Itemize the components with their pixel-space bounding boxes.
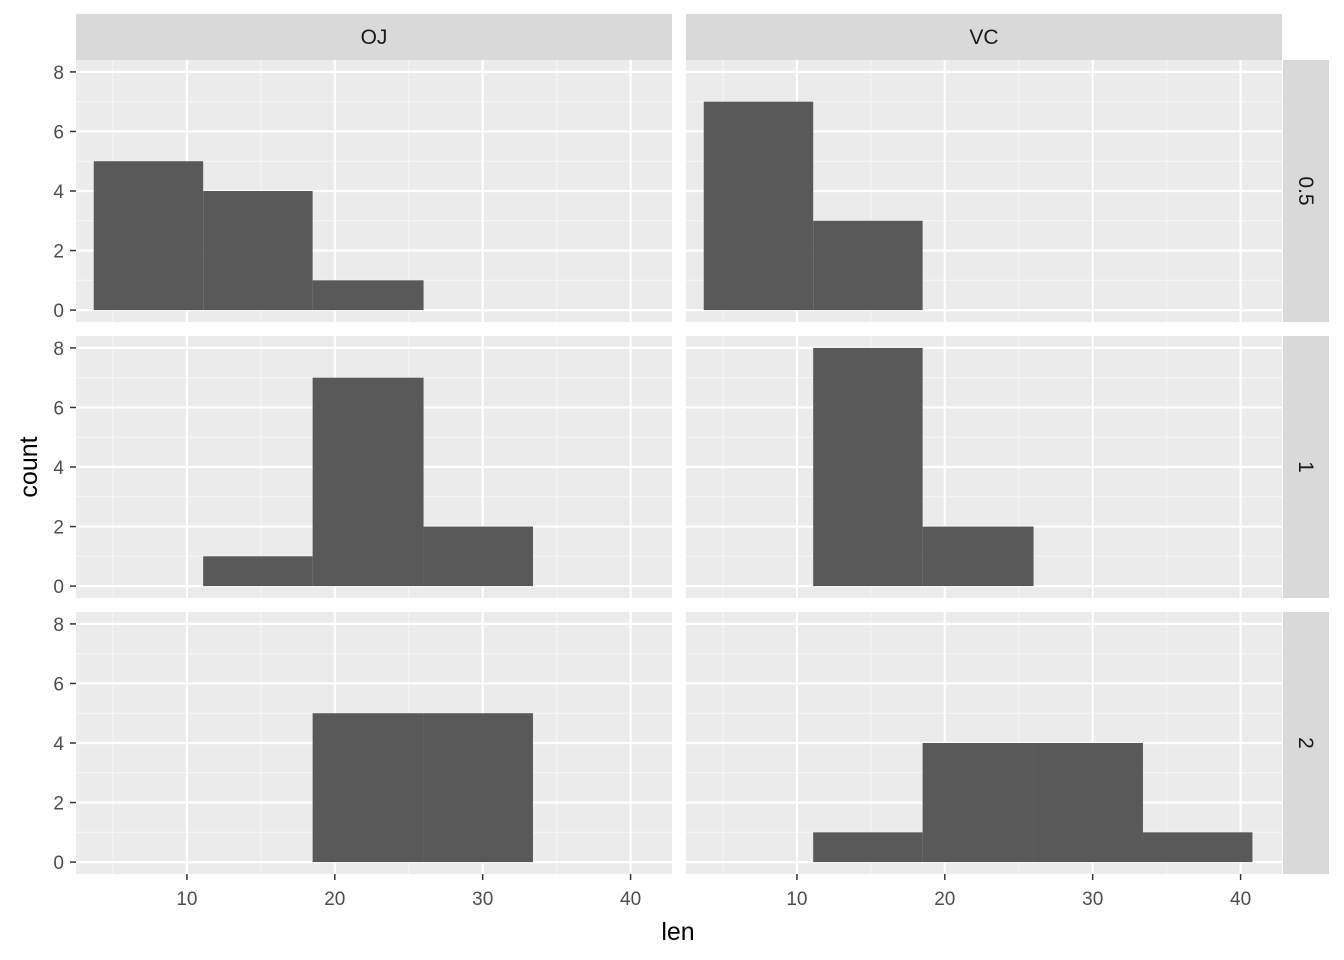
histogram-bar — [423, 713, 533, 863]
x-tick-label: 20 — [324, 889, 345, 910]
panel-oj-0-5 — [76, 60, 672, 322]
facet-row-label: 1 — [1294, 461, 1317, 473]
axes-layer: 0 2 4 6 8 0 2 4 6 8 0 2 4 6 8 10 20 30 40 10 20 30 40 — [53, 63, 1251, 910]
y-tick-label: 0 — [53, 301, 64, 322]
histogram-bar — [1033, 743, 1143, 863]
y-tick-label: 2 — [53, 518, 64, 539]
y-tick-label: 8 — [53, 63, 64, 84]
histogram-bar — [203, 191, 313, 311]
y-tick-label: 6 — [53, 122, 64, 143]
y-tick-label: 2 — [53, 242, 64, 263]
histogram-bar — [312, 377, 424, 587]
strips-layer: OJ VC 0.5 1 2 — [76, 14, 1329, 874]
facet-row-label: 2 — [1294, 737, 1317, 749]
x-axis-vc: 10 20 30 40 — [786, 874, 1251, 910]
histogram-bar — [922, 526, 1034, 587]
panel-oj-2 — [76, 612, 672, 874]
histogram-bar — [423, 526, 533, 587]
strip-background — [1283, 60, 1329, 322]
facet-row-label: 0.5 — [1294, 176, 1317, 205]
x-axis-title: len — [661, 918, 694, 946]
histogram-bar — [703, 101, 814, 311]
strip-background — [1283, 336, 1329, 598]
facet-column-label: OJ — [361, 26, 388, 49]
x-tick-label: 30 — [472, 889, 493, 910]
x-tick-label: 40 — [1230, 889, 1251, 910]
y-tick-label: 4 — [53, 458, 64, 479]
y-tick-label: 6 — [53, 674, 64, 695]
panel-vc-0-5 — [686, 60, 1282, 322]
y-tick-label: 4 — [53, 734, 64, 755]
y-tick-label: 0 — [53, 853, 64, 874]
facet-strip-oj: OJ — [76, 14, 672, 60]
histogram-bar — [922, 743, 1034, 863]
y-axis-row-0-5: 0 2 4 6 8 — [53, 63, 76, 322]
x-tick-label: 30 — [1082, 889, 1103, 910]
histogram-bar — [813, 832, 923, 863]
histogram-bar — [93, 161, 204, 311]
panel-oj-1 — [76, 336, 672, 598]
facet-strip-row-2: 2 — [1283, 612, 1329, 874]
histogram-bar — [1142, 832, 1253, 863]
histogram-bar — [203, 556, 313, 587]
strip-background — [76, 14, 672, 60]
x-tick-label: 10 — [786, 889, 807, 910]
y-tick-label: 2 — [53, 794, 64, 815]
y-tick-label: 8 — [53, 339, 64, 360]
x-tick-label: 40 — [620, 889, 641, 910]
histogram-bar — [813, 347, 923, 587]
strip-background — [1283, 612, 1329, 874]
facet-strip-row-1: 1 — [1283, 336, 1329, 598]
panels-layer — [76, 60, 1282, 874]
y-tick-label: 4 — [53, 182, 64, 203]
y-axis-row-2: 0 2 4 6 8 — [53, 615, 76, 874]
histogram-bar — [813, 220, 923, 311]
y-tick-label: 0 — [53, 577, 64, 598]
strip-background — [686, 14, 1282, 60]
x-tick-label: 20 — [934, 889, 955, 910]
histogram-bar — [312, 280, 424, 311]
facet-column-label: VC — [969, 26, 998, 49]
y-axis-title: count — [15, 436, 43, 497]
y-tick-label: 8 — [53, 615, 64, 636]
y-tick-label: 6 — [53, 398, 64, 419]
panel-vc-1 — [686, 336, 1282, 598]
histogram-bar — [312, 713, 424, 863]
facet-strip-row-0-5: 0.5 — [1283, 60, 1329, 322]
y-axis-row-1: 0 2 4 6 8 — [53, 339, 76, 598]
facet-strip-vc: VC — [686, 14, 1282, 60]
x-axis-oj: 10 20 30 40 — [176, 874, 641, 910]
x-tick-label: 10 — [176, 889, 197, 910]
panel-vc-2 — [686, 612, 1282, 874]
